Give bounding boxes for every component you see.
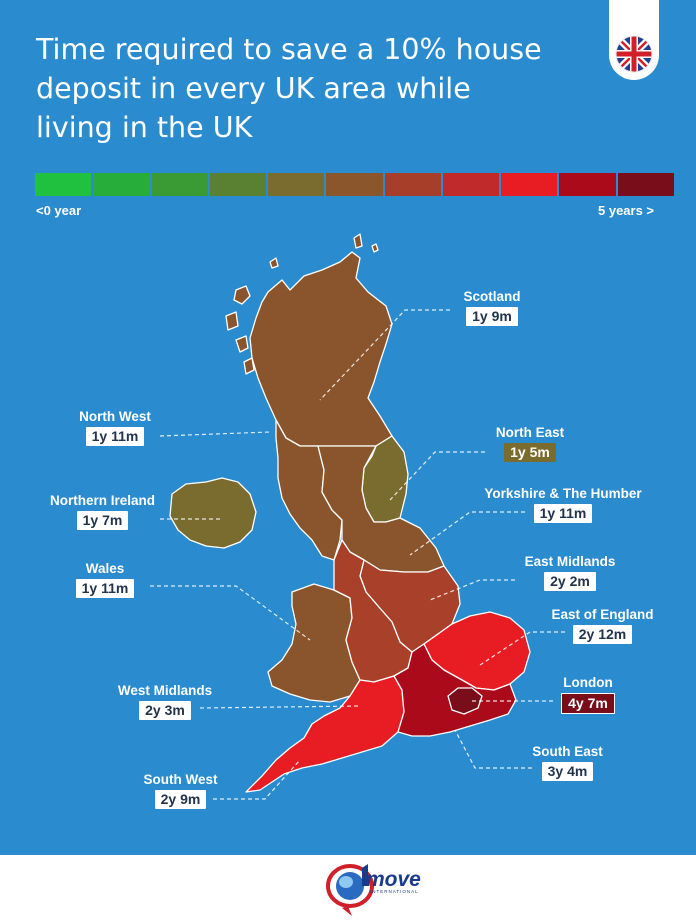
scale-min-label: <0 year — [36, 203, 82, 218]
label-scotland: Scotland 1y 9m — [452, 289, 532, 326]
scale-swatch-3 — [209, 173, 267, 196]
leader-wales — [150, 585, 311, 641]
footer: move INTERNATIONAL — [0, 855, 696, 922]
scale-swatch-7 — [442, 173, 500, 196]
leader-north-west — [159, 431, 271, 437]
region-northern-ireland — [169, 477, 257, 549]
scale-swatch-6 — [384, 173, 441, 196]
leader-east-midlands — [429, 579, 515, 601]
region-name: South West — [143, 772, 218, 787]
region-name: Wales — [85, 561, 125, 576]
region-name: Scotland — [463, 289, 521, 304]
leader-south-west — [213, 759, 301, 800]
label-south-west: South West 2y 9m — [128, 772, 233, 809]
region-name: North East — [495, 425, 565, 440]
color-scale — [35, 173, 674, 196]
region-value: 2y 3m — [139, 701, 191, 720]
map-panel: Time required to save a 10% house deposi… — [0, 0, 696, 855]
region-value: 1y 5m — [504, 443, 556, 462]
region-name: Yorkshire & The Humber — [484, 486, 642, 501]
label-wales: Wales 1y 11m — [55, 561, 155, 598]
flag-badge — [609, 0, 659, 80]
label-north-west: North West 1y 11m — [55, 409, 175, 446]
region-value: 1y 11m — [85, 427, 145, 446]
label-east-of-england: East of England 2y 12m — [535, 607, 670, 644]
region-name: West Midlands — [117, 683, 213, 698]
leader-north-east — [389, 451, 485, 501]
region-value: 3y 4m — [541, 762, 594, 781]
scale-swatch-5 — [326, 173, 383, 196]
leader-scotland — [319, 309, 450, 401]
region-yorkshire — [317, 445, 445, 573]
scale-swatch-10 — [617, 173, 674, 196]
region-name: North West — [79, 409, 151, 424]
region-name: London — [563, 675, 613, 690]
region-name: Northern Ireland — [49, 493, 155, 508]
leader-east-of-england — [479, 631, 565, 666]
region-value: 1y 7m — [76, 511, 129, 530]
scale-swatch-8 — [501, 173, 558, 196]
leader-west-midlands — [199, 705, 361, 709]
region-value: 2y 2m — [544, 572, 596, 591]
region-scotland — [249, 251, 393, 447]
scale-max-label: 5 years > — [598, 203, 655, 218]
region-name: South East — [532, 744, 603, 759]
scale-swatch-0 — [35, 173, 92, 196]
page-title: Time required to save a 10% house deposi… — [36, 33, 542, 144]
region-value: 1y 9m — [466, 307, 518, 326]
label-london: London 4y 7m — [548, 675, 628, 714]
label-yorkshire: Yorkshire & The Humber 1y 11m — [458, 486, 668, 523]
region-value: 1y 11m — [533, 504, 593, 523]
leader-south-east — [454, 729, 532, 769]
1move-logo-icon: move INTERNATIONAL — [326, 864, 421, 916]
scale-swatch-2 — [151, 173, 208, 196]
region-value: 2y 12m — [572, 625, 633, 644]
label-south-east: South East 3y 4m — [520, 744, 615, 781]
region-value: 1y 11m — [75, 579, 135, 598]
region-name: East Midlands — [524, 554, 616, 569]
label-north-east: North East 1y 5m — [480, 425, 580, 462]
uk-flag-icon — [615, 35, 653, 73]
label-west-midlands: West Midlands 2y 3m — [100, 683, 230, 720]
label-northern-ireland: Northern Ireland 1y 7m — [30, 493, 175, 530]
logo-subtext: INTERNATIONAL — [370, 889, 419, 894]
logo-text: move — [366, 868, 421, 891]
scale-swatch-4 — [268, 173, 325, 196]
scale-swatch-1 — [93, 173, 150, 196]
label-east-midlands: East Midlands 2y 2m — [510, 554, 630, 591]
region-value: 2y 9m — [154, 790, 207, 809]
scale-swatch-9 — [559, 173, 616, 196]
region-value: 4y 7m — [561, 693, 615, 714]
uk-map — [150, 233, 565, 800]
region-scotland-islands — [225, 233, 379, 375]
region-london — [447, 687, 483, 715]
region-name: East of England — [551, 607, 654, 622]
